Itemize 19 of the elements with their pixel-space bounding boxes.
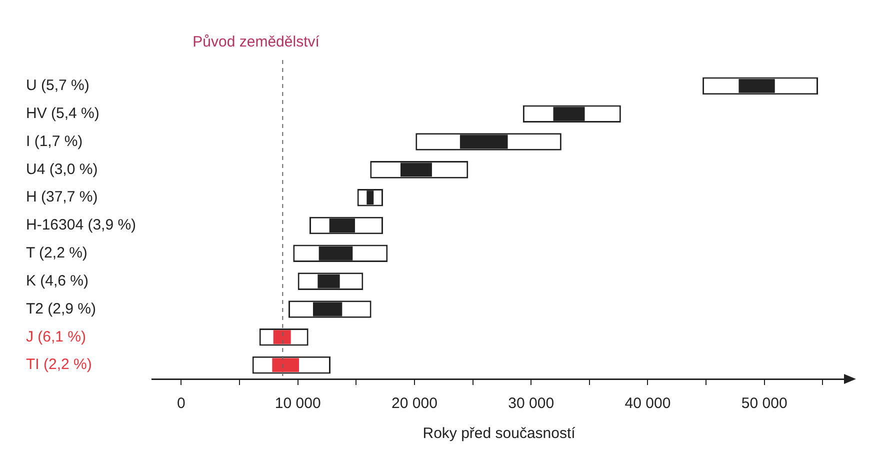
- x-axis-title: Roky před současností: [422, 425, 576, 442]
- y-tick-label: HV (5,4 %): [26, 105, 100, 122]
- y-tick-label: H (37,7 %): [26, 188, 98, 206]
- x-tick-label: 10 000: [274, 395, 321, 412]
- ref-line-label: Původ zemědělství: [192, 34, 320, 51]
- y-tick-label: I (1,7 %): [26, 132, 83, 150]
- y-tick-label: J (6,1 %): [26, 328, 86, 346]
- y-tick-label: H-16304 (3,9 %): [26, 216, 136, 234]
- y-tick-label: U4 (3,0 %): [26, 160, 98, 178]
- y-tick-label: K (4,6 %): [26, 272, 89, 290]
- y-tick-label: T (2,2 %): [26, 244, 88, 262]
- x-tick-label: 30 000: [508, 395, 554, 412]
- x-tick-label: 40 000: [624, 395, 671, 412]
- y-tick-label: T2 (2,9 %): [26, 300, 96, 318]
- x-tick-label: 0: [177, 395, 186, 412]
- x-tick-label: 50 000: [741, 395, 788, 412]
- y-tick-label: TI (2,2 %): [26, 356, 92, 374]
- y-tick-label: U (5,7 %): [26, 77, 90, 94]
- x-tick-label: 20 000: [392, 395, 438, 412]
